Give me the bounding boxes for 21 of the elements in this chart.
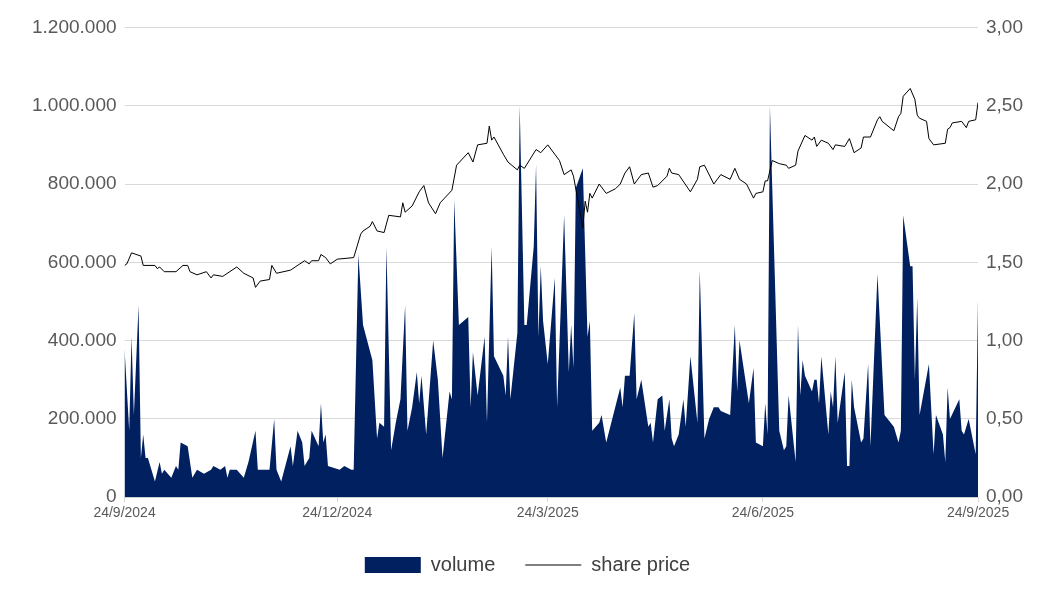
y2-tick-label: 2,00: [986, 172, 1023, 194]
y2-tick-label: 1,50: [986, 250, 1023, 272]
legend-label: volume: [430, 552, 496, 575]
y-tick-label: 400.000: [47, 328, 117, 350]
y2-tick-label: 1,00: [986, 328, 1023, 350]
y-tick-label: 1.000.000: [31, 93, 117, 115]
y2-tick-label: 2,50: [986, 93, 1023, 115]
y-tick-label: 200.000: [47, 407, 117, 429]
y2-tick-label: 0,00: [986, 485, 1023, 507]
x-tick-label: 24/9/2025: [946, 504, 1010, 521]
legend-label: share price: [591, 552, 691, 575]
x-tick-label: 24/9/2024: [93, 504, 156, 521]
x-tick-label: 24/6/2025: [731, 504, 795, 521]
x-tick-label: 24/3/2025: [516, 504, 580, 521]
y2-tick-label: 0,50: [986, 407, 1023, 429]
y2-tick-label: 3,00: [986, 15, 1023, 37]
y-tick-label: 800.000: [47, 172, 117, 194]
y-tick-label: 1.200.000: [31, 15, 117, 37]
y-tick-label: 0: [105, 485, 117, 507]
y-tick-label: 600.000: [47, 250, 117, 272]
x-tick-label: 24/12/2024: [302, 504, 373, 521]
